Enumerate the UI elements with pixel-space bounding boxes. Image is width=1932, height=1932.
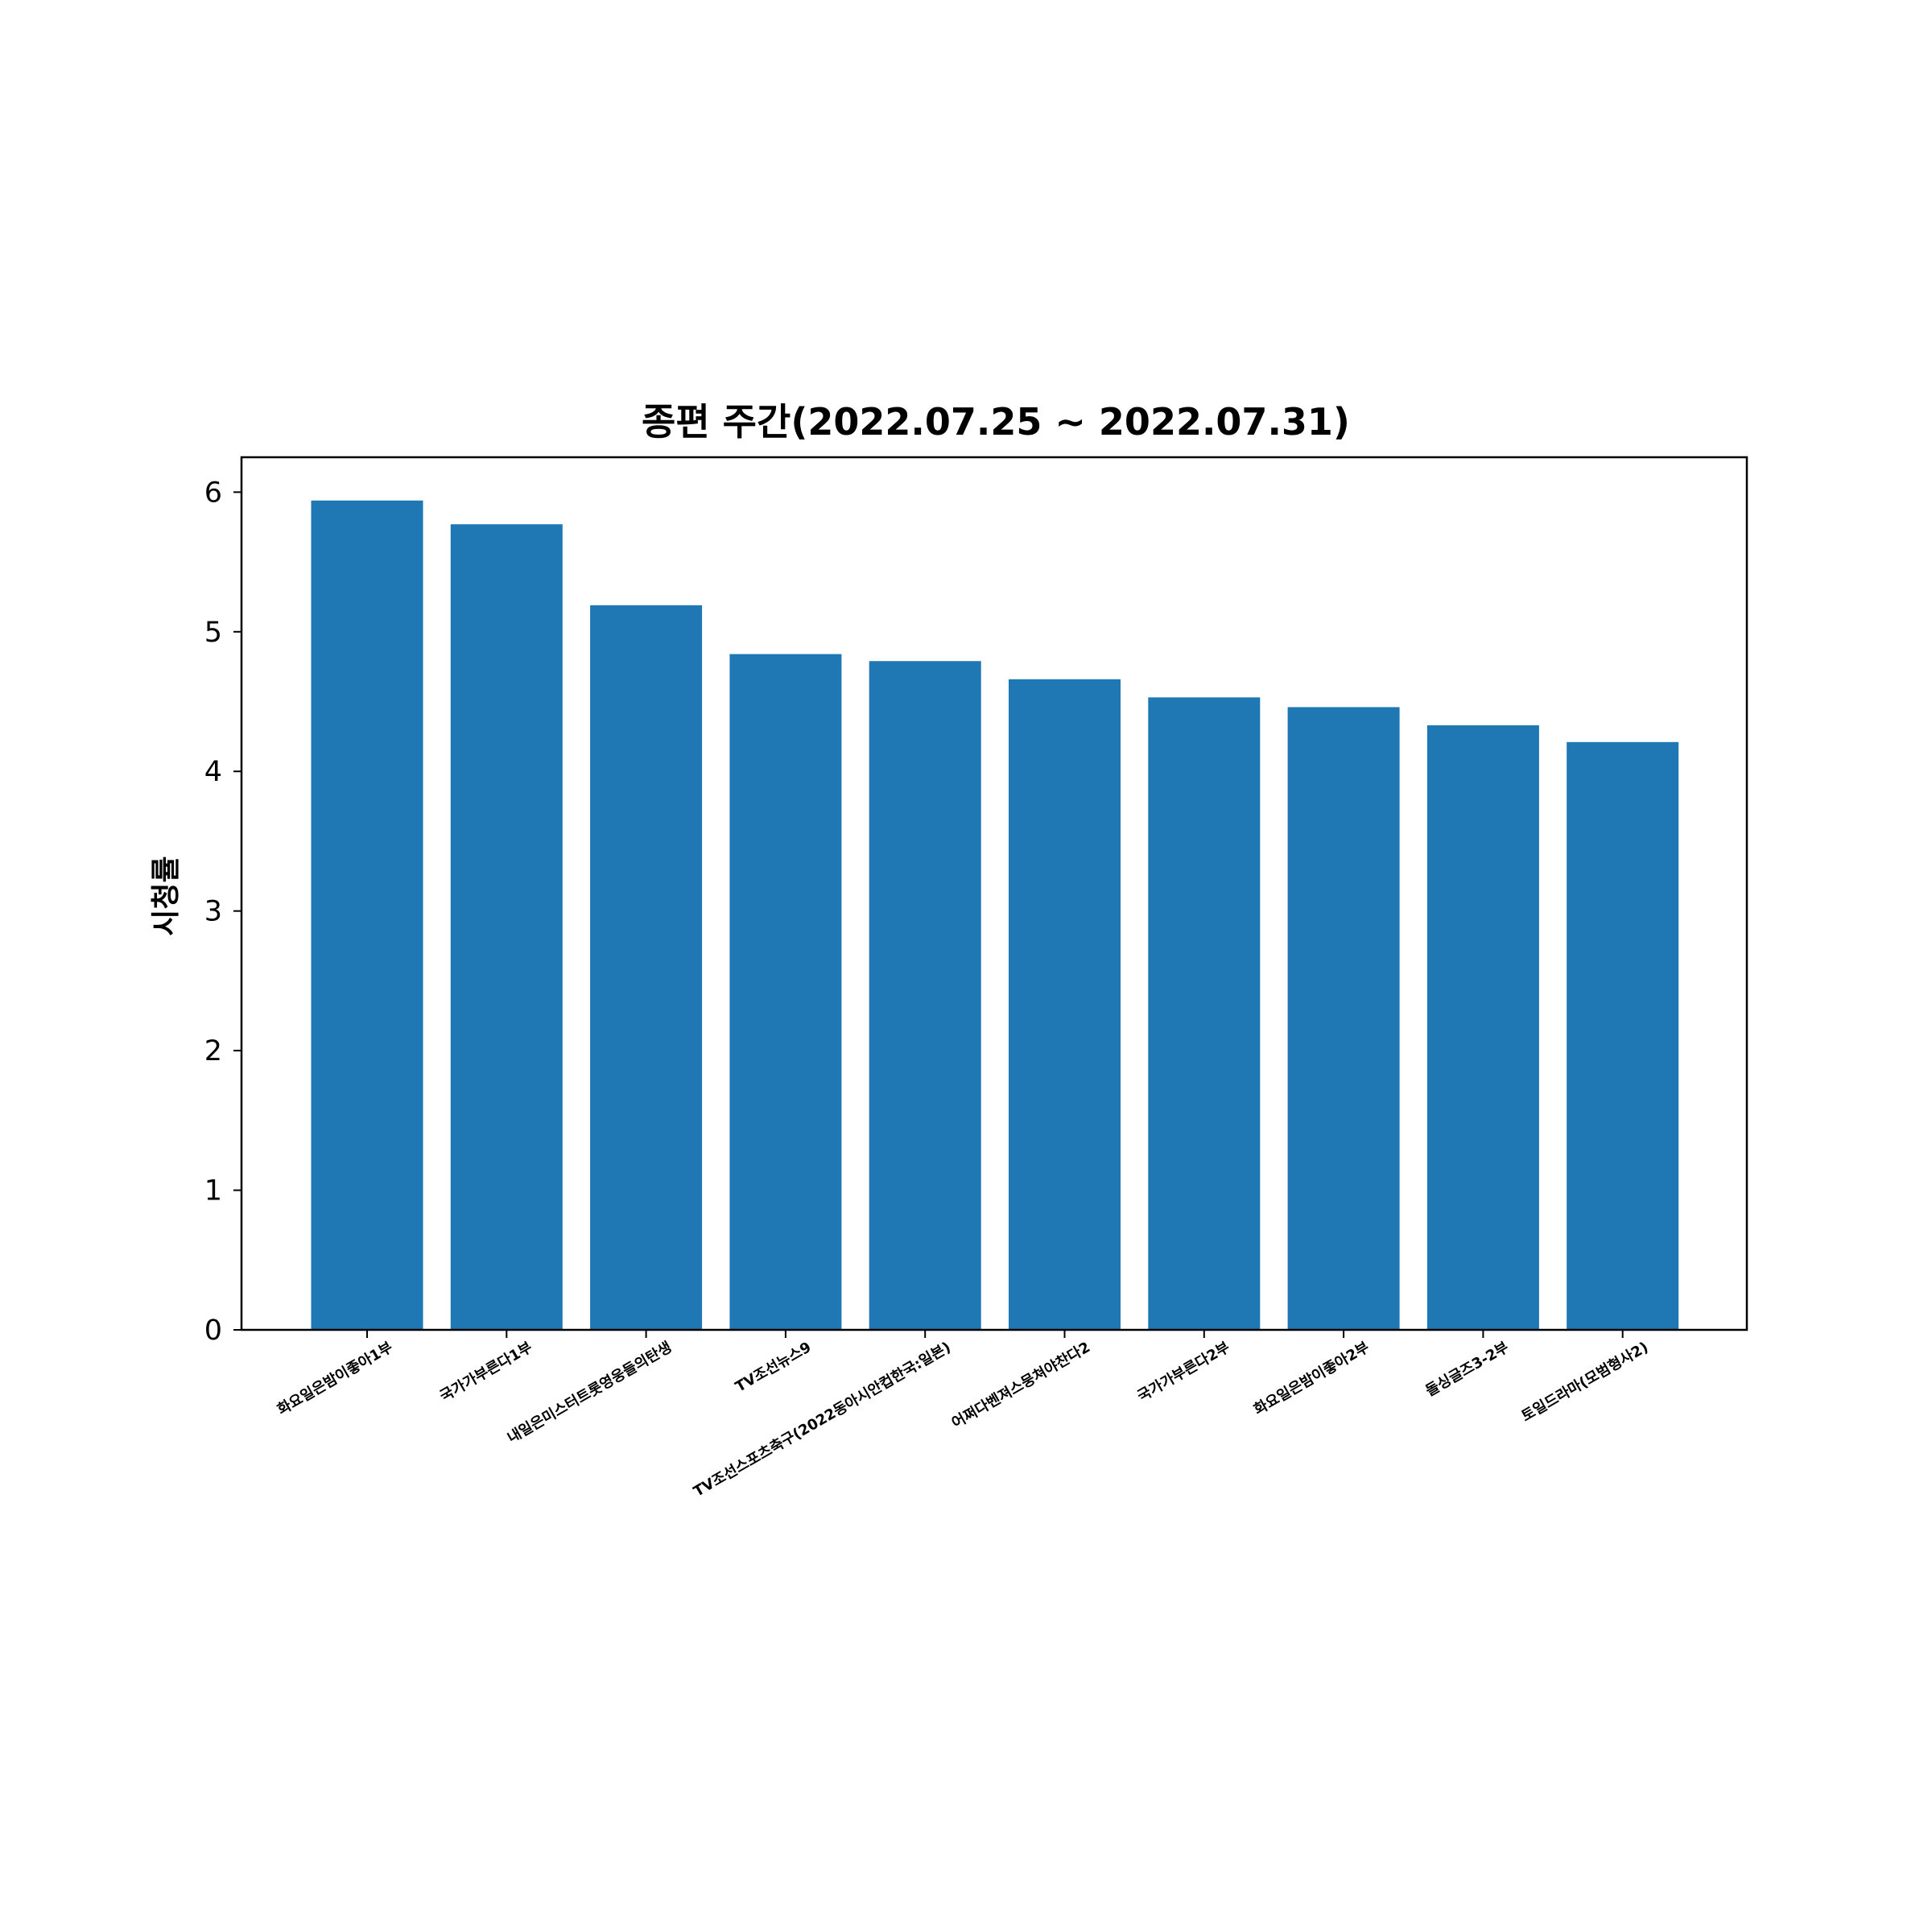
y-tick-label: 1 — [204, 1175, 222, 1208]
bar — [311, 500, 423, 1331]
bar — [1287, 707, 1400, 1330]
bar — [1009, 679, 1121, 1330]
y-axis-label: 시청률 — [150, 856, 183, 935]
bar — [729, 654, 842, 1330]
x-tick-label: 돌싱글즈3-2부 — [1423, 1339, 1512, 1400]
y-tick-label: 6 — [204, 477, 222, 509]
x-tick-label: 국가가부른다2부 — [1135, 1339, 1233, 1405]
x-tick-label: 국가가부른다1부 — [437, 1339, 535, 1405]
bar — [1567, 741, 1679, 1330]
x-tick-label: TV조선뉴스9 — [733, 1339, 814, 1396]
y-tick-label: 4 — [204, 756, 222, 788]
y-tick-label: 0 — [204, 1315, 222, 1347]
y-tick-label: 5 — [204, 617, 222, 649]
x-tick-label: 토일드라마(모범형사2) — [1519, 1339, 1652, 1425]
y-tick-label: 3 — [204, 896, 222, 928]
chart-title: 종편 주간(2022.07.25 ~ 2022.07.31) — [642, 400, 1350, 444]
bar — [590, 605, 703, 1330]
axes-frame — [240, 456, 1748, 1331]
bar — [1426, 725, 1539, 1330]
bar — [450, 524, 563, 1330]
y-tick-label: 2 — [204, 1035, 222, 1067]
x-tick-label: 어쩌다벤져스뭉쳐야찬다2 — [949, 1339, 1093, 1432]
bar — [869, 661, 981, 1330]
x-tick-label: TV조선스포츠축구(2022동아시안컵한국:일본) — [691, 1339, 954, 1501]
bar — [1148, 697, 1261, 1330]
x-tick-label: 화요일은밤이좋아1부 — [275, 1339, 395, 1418]
x-tick-label: 화요일은밤이좋아2부 — [1251, 1339, 1372, 1418]
